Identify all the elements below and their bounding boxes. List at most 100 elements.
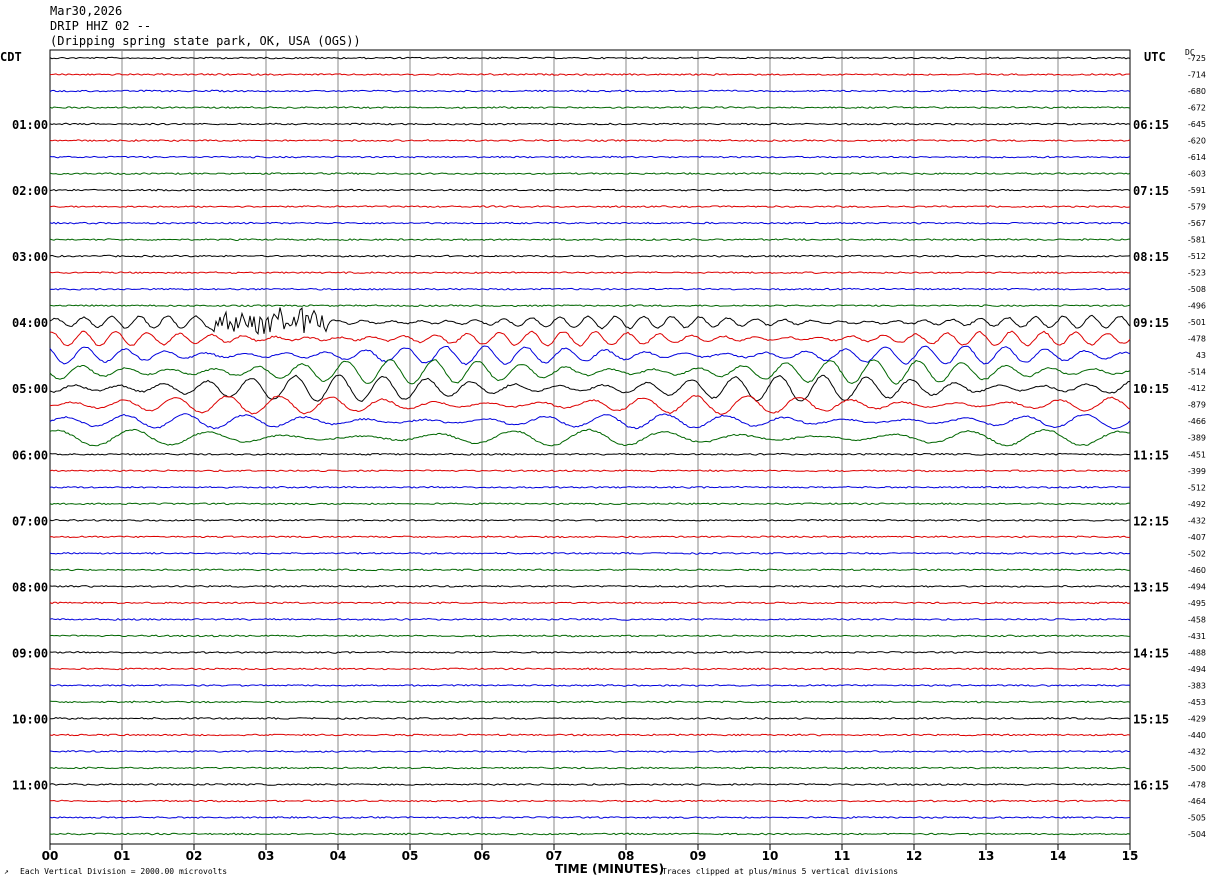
x-tick-label: 15	[1122, 849, 1139, 863]
x-tick-label: 02	[186, 849, 203, 863]
seismic-trace	[49, 700, 1131, 704]
x-tick-label: 05	[402, 849, 419, 863]
seismic-trace	[49, 238, 1131, 242]
left-hour-label: 01:00	[12, 118, 48, 132]
dc-offset-label: -492	[1188, 500, 1206, 509]
seismic-trace	[49, 106, 1131, 109]
right-hour-label: 15:15	[1133, 712, 1169, 726]
seismic-trace	[49, 394, 1131, 415]
seismic-trace	[49, 89, 1131, 93]
seismic-trace	[49, 832, 1131, 836]
dc-offset-label: -478	[1188, 335, 1206, 344]
dc-offset-label: -879	[1188, 401, 1206, 410]
seismic-trace	[49, 73, 1131, 76]
dc-offset-label: -672	[1188, 104, 1206, 113]
seismic-trace	[49, 535, 1130, 539]
seismic-trace	[49, 551, 1131, 555]
x-tick-label: 12	[906, 849, 923, 863]
left-hour-label: 05:00	[12, 382, 48, 396]
seismic-trace	[49, 799, 1131, 803]
dc-offset-label: -645	[1188, 120, 1206, 129]
seismic-trace	[49, 584, 1131, 588]
seismic-trace	[49, 221, 1131, 225]
dc-offset-label: -407	[1188, 533, 1206, 542]
dc-offset-label: -512	[1188, 483, 1206, 492]
seismic-trace	[49, 188, 1131, 192]
x-tick-label: 01	[114, 849, 131, 863]
dc-offset-label: -620	[1188, 137, 1206, 146]
dc-offset-label: -501	[1188, 318, 1206, 327]
x-tick-label: 06	[474, 849, 491, 863]
seismic-trace	[49, 374, 1131, 402]
seismic-trace	[49, 122, 1131, 126]
seismic-trace	[49, 634, 1131, 638]
left-hour-label: 11:00	[12, 778, 48, 792]
seismic-trace	[49, 485, 1131, 489]
dc-offset-label: -581	[1188, 236, 1206, 245]
dc-header-label: DC	[1185, 48, 1195, 57]
dc-offset-label: -496	[1188, 302, 1206, 311]
right-hour-label: 08:15	[1133, 250, 1169, 264]
left-hour-label: 06:00	[12, 448, 48, 462]
x-tick-label: 09	[690, 849, 707, 863]
seismic-trace	[50, 667, 1131, 671]
dc-offset-label: -495	[1188, 599, 1206, 608]
seismic-trace	[49, 330, 1131, 347]
dc-offset-label: -505	[1188, 813, 1206, 822]
right-hour-label: 13:15	[1133, 580, 1169, 594]
dc-offset-label: -494	[1188, 582, 1206, 591]
x-tick-label: 00	[42, 849, 59, 863]
dc-offset-label: -478	[1188, 780, 1206, 789]
right-hour-label: 09:15	[1133, 316, 1169, 330]
dc-offset-label: -567	[1188, 219, 1206, 228]
seismic-trace	[49, 783, 1131, 786]
right-hour-label: 14:15	[1133, 646, 1169, 660]
seismic-trace	[49, 568, 1131, 572]
left-hour-label: 09:00	[12, 646, 48, 660]
right-hour-label: 11:15	[1133, 448, 1169, 462]
dc-offset-label: -431	[1188, 632, 1206, 641]
seismic-trace	[49, 452, 1131, 456]
dc-offset-label: -412	[1188, 384, 1206, 393]
x-tick-label: 04	[330, 849, 347, 863]
dc-offset-label: -725	[1188, 54, 1206, 63]
seismic-trace	[49, 684, 1131, 687]
dc-offset-label: -494	[1188, 665, 1206, 674]
x-tick-label: 07	[546, 849, 563, 863]
scale-note: Each Vertical Division = 2000.00 microvo…	[20, 867, 228, 876]
left-hour-label: 02:00	[12, 184, 48, 198]
seismic-trace	[49, 345, 1131, 366]
dc-offset-label: -502	[1188, 549, 1206, 558]
seismic-trace	[49, 304, 1131, 308]
clip-note: Traces clipped at plus/minus 5 vertical …	[662, 867, 899, 876]
dc-offset-label: -714	[1188, 71, 1206, 80]
dc-offset-label: -591	[1188, 186, 1206, 195]
dc-offset-label: -451	[1188, 450, 1206, 459]
seismic-trace	[49, 650, 1131, 654]
right-hour-label: 10:15	[1133, 382, 1169, 396]
seismic-trace	[49, 254, 1131, 258]
x-tick-label: 11	[834, 849, 851, 863]
dc-offset-label: -453	[1188, 698, 1206, 707]
left-hour-label: 10:00	[12, 712, 48, 726]
seismic-trace	[49, 205, 1131, 209]
seismic-trace	[49, 172, 1131, 176]
seismic-trace	[49, 617, 1131, 621]
dc-offset-label: -500	[1188, 764, 1206, 773]
dc-offset-label: -466	[1188, 417, 1206, 426]
corner-mark: ↗	[4, 867, 9, 876]
dc-offset-label: -614	[1188, 153, 1206, 162]
dc-offset-label: -603	[1188, 170, 1206, 179]
dc-offset-label: -464	[1188, 797, 1206, 806]
channel-name: DRIP HHZ 02 --	[50, 19, 152, 33]
dc-offset-label: -579	[1188, 203, 1206, 212]
dc-offset-label: 43	[1196, 351, 1206, 360]
seismic-trace	[49, 428, 1131, 447]
dc-offset-label: -458	[1188, 615, 1206, 624]
left-hour-label: 08:00	[12, 580, 48, 594]
seismic-trace	[49, 601, 1131, 605]
seismic-trace	[49, 139, 1131, 142]
right-hour-label: 12:15	[1133, 514, 1169, 528]
dc-offset-label: -680	[1188, 87, 1206, 96]
